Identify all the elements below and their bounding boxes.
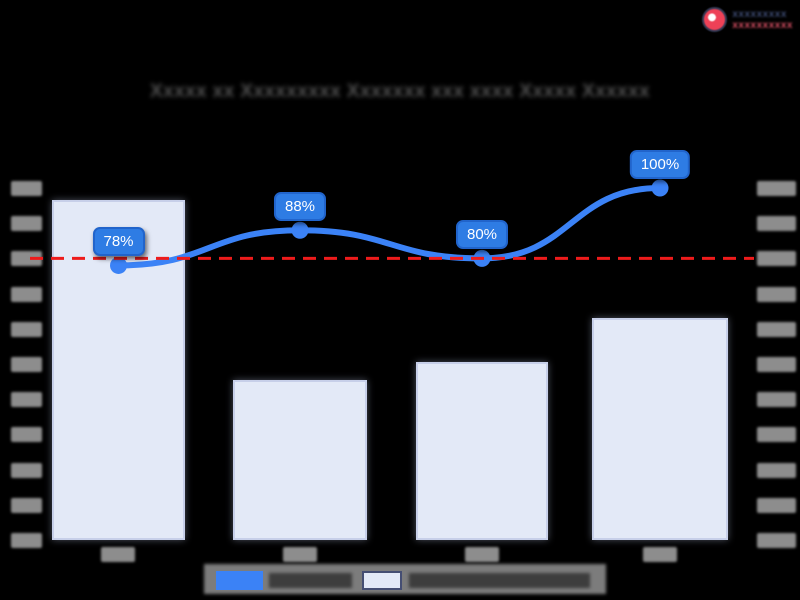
data-point bbox=[291, 221, 309, 239]
point-label: 80% bbox=[455, 220, 509, 250]
point-label: 78% bbox=[92, 227, 145, 257]
trend-line bbox=[115, 185, 663, 269]
x-axis-label-blurred bbox=[465, 547, 499, 562]
legend-swatch-bar bbox=[362, 571, 402, 590]
bar bbox=[592, 318, 728, 540]
point-label: 88% bbox=[273, 192, 327, 222]
data-point bbox=[651, 179, 669, 197]
watermark-logo: xxxxxxxxx xxxxxxxxxx bbox=[702, 7, 793, 32]
bar bbox=[233, 379, 367, 540]
chart-title-blurred: Xxxxx xx Xxxxxxxxx Xxxxxxx xxx xxxx Xxxx… bbox=[150, 81, 650, 102]
logo-text-line2: xxxxxxxxxx bbox=[732, 19, 793, 31]
legend-label-blurred bbox=[409, 573, 590, 588]
x-axis-label-blurred bbox=[643, 547, 677, 562]
point-label: 100% bbox=[629, 150, 691, 179]
bar bbox=[416, 362, 548, 540]
logo-text-line1: xxxxxxxxx bbox=[732, 8, 787, 20]
x-axis-label-blurred bbox=[283, 547, 317, 562]
logo-text: xxxxxxxxx xxxxxxxxxx bbox=[732, 9, 793, 31]
legend-label-blurred bbox=[269, 573, 352, 588]
x-axis-label-blurred bbox=[101, 547, 135, 562]
logo-icon bbox=[702, 7, 728, 32]
data-point bbox=[110, 256, 127, 274]
legend-swatch-line bbox=[216, 571, 263, 590]
